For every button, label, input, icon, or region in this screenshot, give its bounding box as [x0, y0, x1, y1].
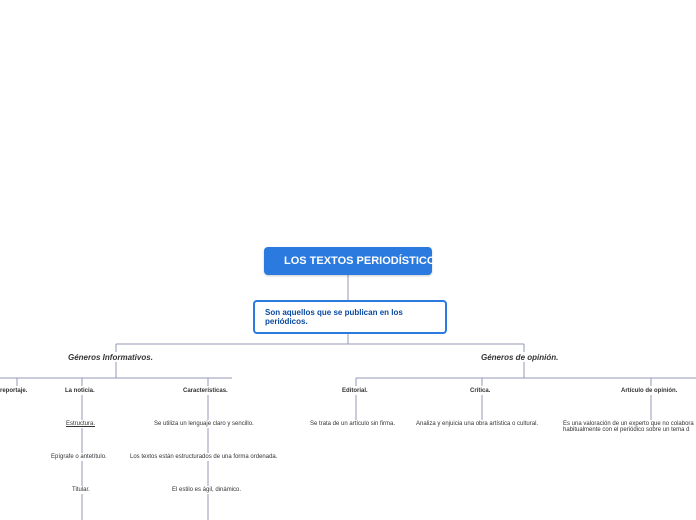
leaf-titular[interactable]: Titular. [72, 487, 90, 493]
leaf-a1[interactable]: Es una valoración de un experto que no c… [563, 421, 696, 433]
leaf-estructura[interactable]: Estructura. [66, 421, 95, 427]
leaf-c3[interactable]: El estilo es ágil, dinámico. [172, 487, 241, 493]
leaf-cr1[interactable]: Analiza y enjuicia una obra artística o … [416, 421, 538, 427]
mindmap-canvas: LOS TEXTOS PERIODÍSTICOS Son aquellos qu… [0, 0, 696, 520]
branch-opinion[interactable]: Géneros de opinión. [481, 353, 558, 362]
leaf-epigrafe[interactable]: Epígrafe o antetítulo. [51, 454, 107, 460]
leaf-editorial[interactable]: Editorial. [342, 388, 368, 394]
leaf-reportaje[interactable]: reportaje. [0, 388, 27, 394]
leaf-e1[interactable]: Se trata de un artículo sin firma. [310, 421, 395, 427]
branch-informativos[interactable]: Géneros Informativos. [68, 353, 153, 362]
leaf-caracteristicas[interactable]: Características. [183, 388, 228, 394]
leaf-c1[interactable]: Se utiliza un lenguaje claro y sencillo. [154, 421, 254, 427]
leaf-noticia[interactable]: La noticia. [65, 388, 95, 394]
leaf-c2[interactable]: Los textos están estructurados de una fo… [130, 454, 277, 460]
leaf-critica[interactable]: Crítica. [470, 388, 490, 394]
leaf-articulo[interactable]: Artículo de opinión. [621, 388, 677, 394]
definition-node[interactable]: Son aquellos que se publican en los peri… [253, 300, 447, 334]
root-node[interactable]: LOS TEXTOS PERIODÍSTICOS [264, 247, 432, 275]
